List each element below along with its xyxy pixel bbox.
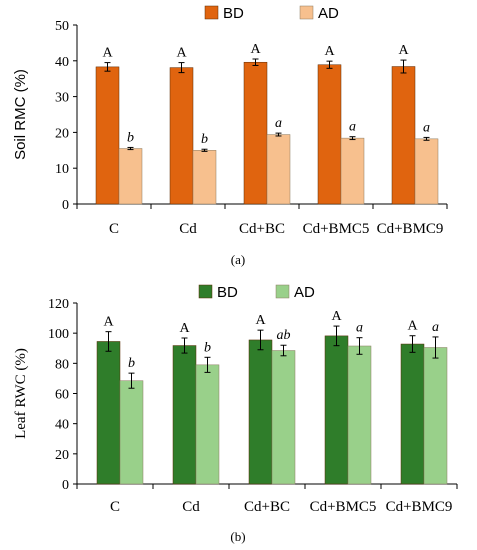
y-tick-label: 0 (62, 198, 69, 213)
significance-label: b (201, 132, 208, 147)
significance-label: a (432, 320, 439, 335)
bar-bd (324, 335, 349, 485)
bar-ad (119, 380, 144, 485)
legend-label: BD (223, 5, 244, 22)
x-tick-label: Cd+BC (244, 499, 290, 515)
y-tick-label: 40 (55, 55, 69, 70)
bar-ad (195, 364, 220, 485)
x-tick-label: Cd+BMC9 (386, 499, 453, 515)
significance-label: a (423, 120, 430, 135)
legend-swatch-bd (204, 5, 219, 20)
y-tick-label: 120 (48, 297, 69, 312)
bar-ad (340, 137, 365, 205)
significance-label: A (179, 321, 190, 336)
legend-label: AD (318, 5, 339, 22)
y-tick-label: 10 (55, 162, 69, 177)
significance-label: b (128, 356, 135, 371)
significance-label: A (407, 319, 418, 334)
legend-swatch-ad (299, 5, 314, 20)
significance-label: b (127, 130, 134, 145)
y-tick-label: 20 (55, 126, 69, 141)
y-tick-label: 60 (55, 388, 69, 403)
leaf-rwc-chart: 0 20 40 60 80 100 120 Leaf RWC (%) C Cd Cd+BC Cd+BM… (13, 284, 458, 544)
significance-label: A (255, 313, 266, 328)
y-tick-label: 50 (55, 19, 69, 34)
bar-bd (243, 61, 268, 205)
significance-label: A (398, 43, 409, 58)
legend-label: BD (217, 284, 238, 301)
significance-label: A (324, 44, 335, 59)
significance-label: b (204, 340, 211, 355)
bar-ad (423, 347, 448, 485)
significance-label: a (349, 120, 356, 135)
legend-swatch-ad (275, 284, 290, 299)
bar-bd (95, 66, 120, 205)
bar-bd (317, 64, 342, 205)
y-tick-label: 30 (55, 91, 69, 106)
x-tick-label: C (109, 221, 119, 237)
bar-ad (347, 345, 372, 485)
x-tick-label: Cd (179, 221, 197, 237)
significance-label: a (356, 321, 363, 336)
x-tick-label: Cd+BMC5 (303, 221, 370, 237)
x-tick-label: Cd+BMC9 (377, 221, 444, 237)
bar-ad (118, 148, 143, 205)
y-tick-label: 80 (55, 357, 69, 372)
bar-bd (96, 341, 121, 485)
bar-bd (248, 339, 273, 485)
x-tick-label: Cd (182, 499, 200, 515)
y-tick-label: 20 (55, 448, 69, 463)
soil-rmc-chart: 0 10 20 30 40 50 Soil RMC (%) C Cd Cd+BC Cd+BMC5 Cd… (12, 5, 448, 267)
x-tick-label: Cd+BC (239, 221, 285, 237)
bar-bd (172, 345, 197, 485)
legend-swatch-bd (198, 284, 213, 299)
bar-bd (169, 67, 194, 205)
significance-label: A (331, 309, 342, 324)
panel-label: (a) (231, 252, 245, 267)
panel-label: (b) (230, 529, 245, 544)
significance-label: A (102, 46, 113, 61)
x-tick-label: Cd+BMC5 (310, 499, 377, 515)
x-tick-label: C (110, 499, 120, 515)
significance-label: ab (277, 328, 291, 343)
significance-label: A (176, 46, 187, 61)
significance-label: a (275, 116, 282, 131)
y-tick-label: 100 (48, 327, 69, 342)
significance-label: A (250, 42, 261, 57)
bar-bd (400, 343, 425, 485)
bar-ad (192, 150, 217, 205)
y-tick-label: 40 (55, 418, 69, 433)
y-tick-label: 0 (62, 478, 69, 493)
y-axis-label: Soil RMC (%) (12, 69, 29, 160)
bar-ad (266, 134, 291, 205)
significance-label: A (103, 315, 114, 330)
bar-ad (271, 350, 296, 485)
legend-label: AD (294, 284, 315, 301)
y-axis-label: Leaf RWC (%) (13, 348, 29, 439)
bar-ad (414, 138, 439, 205)
bar-bd (391, 66, 416, 205)
